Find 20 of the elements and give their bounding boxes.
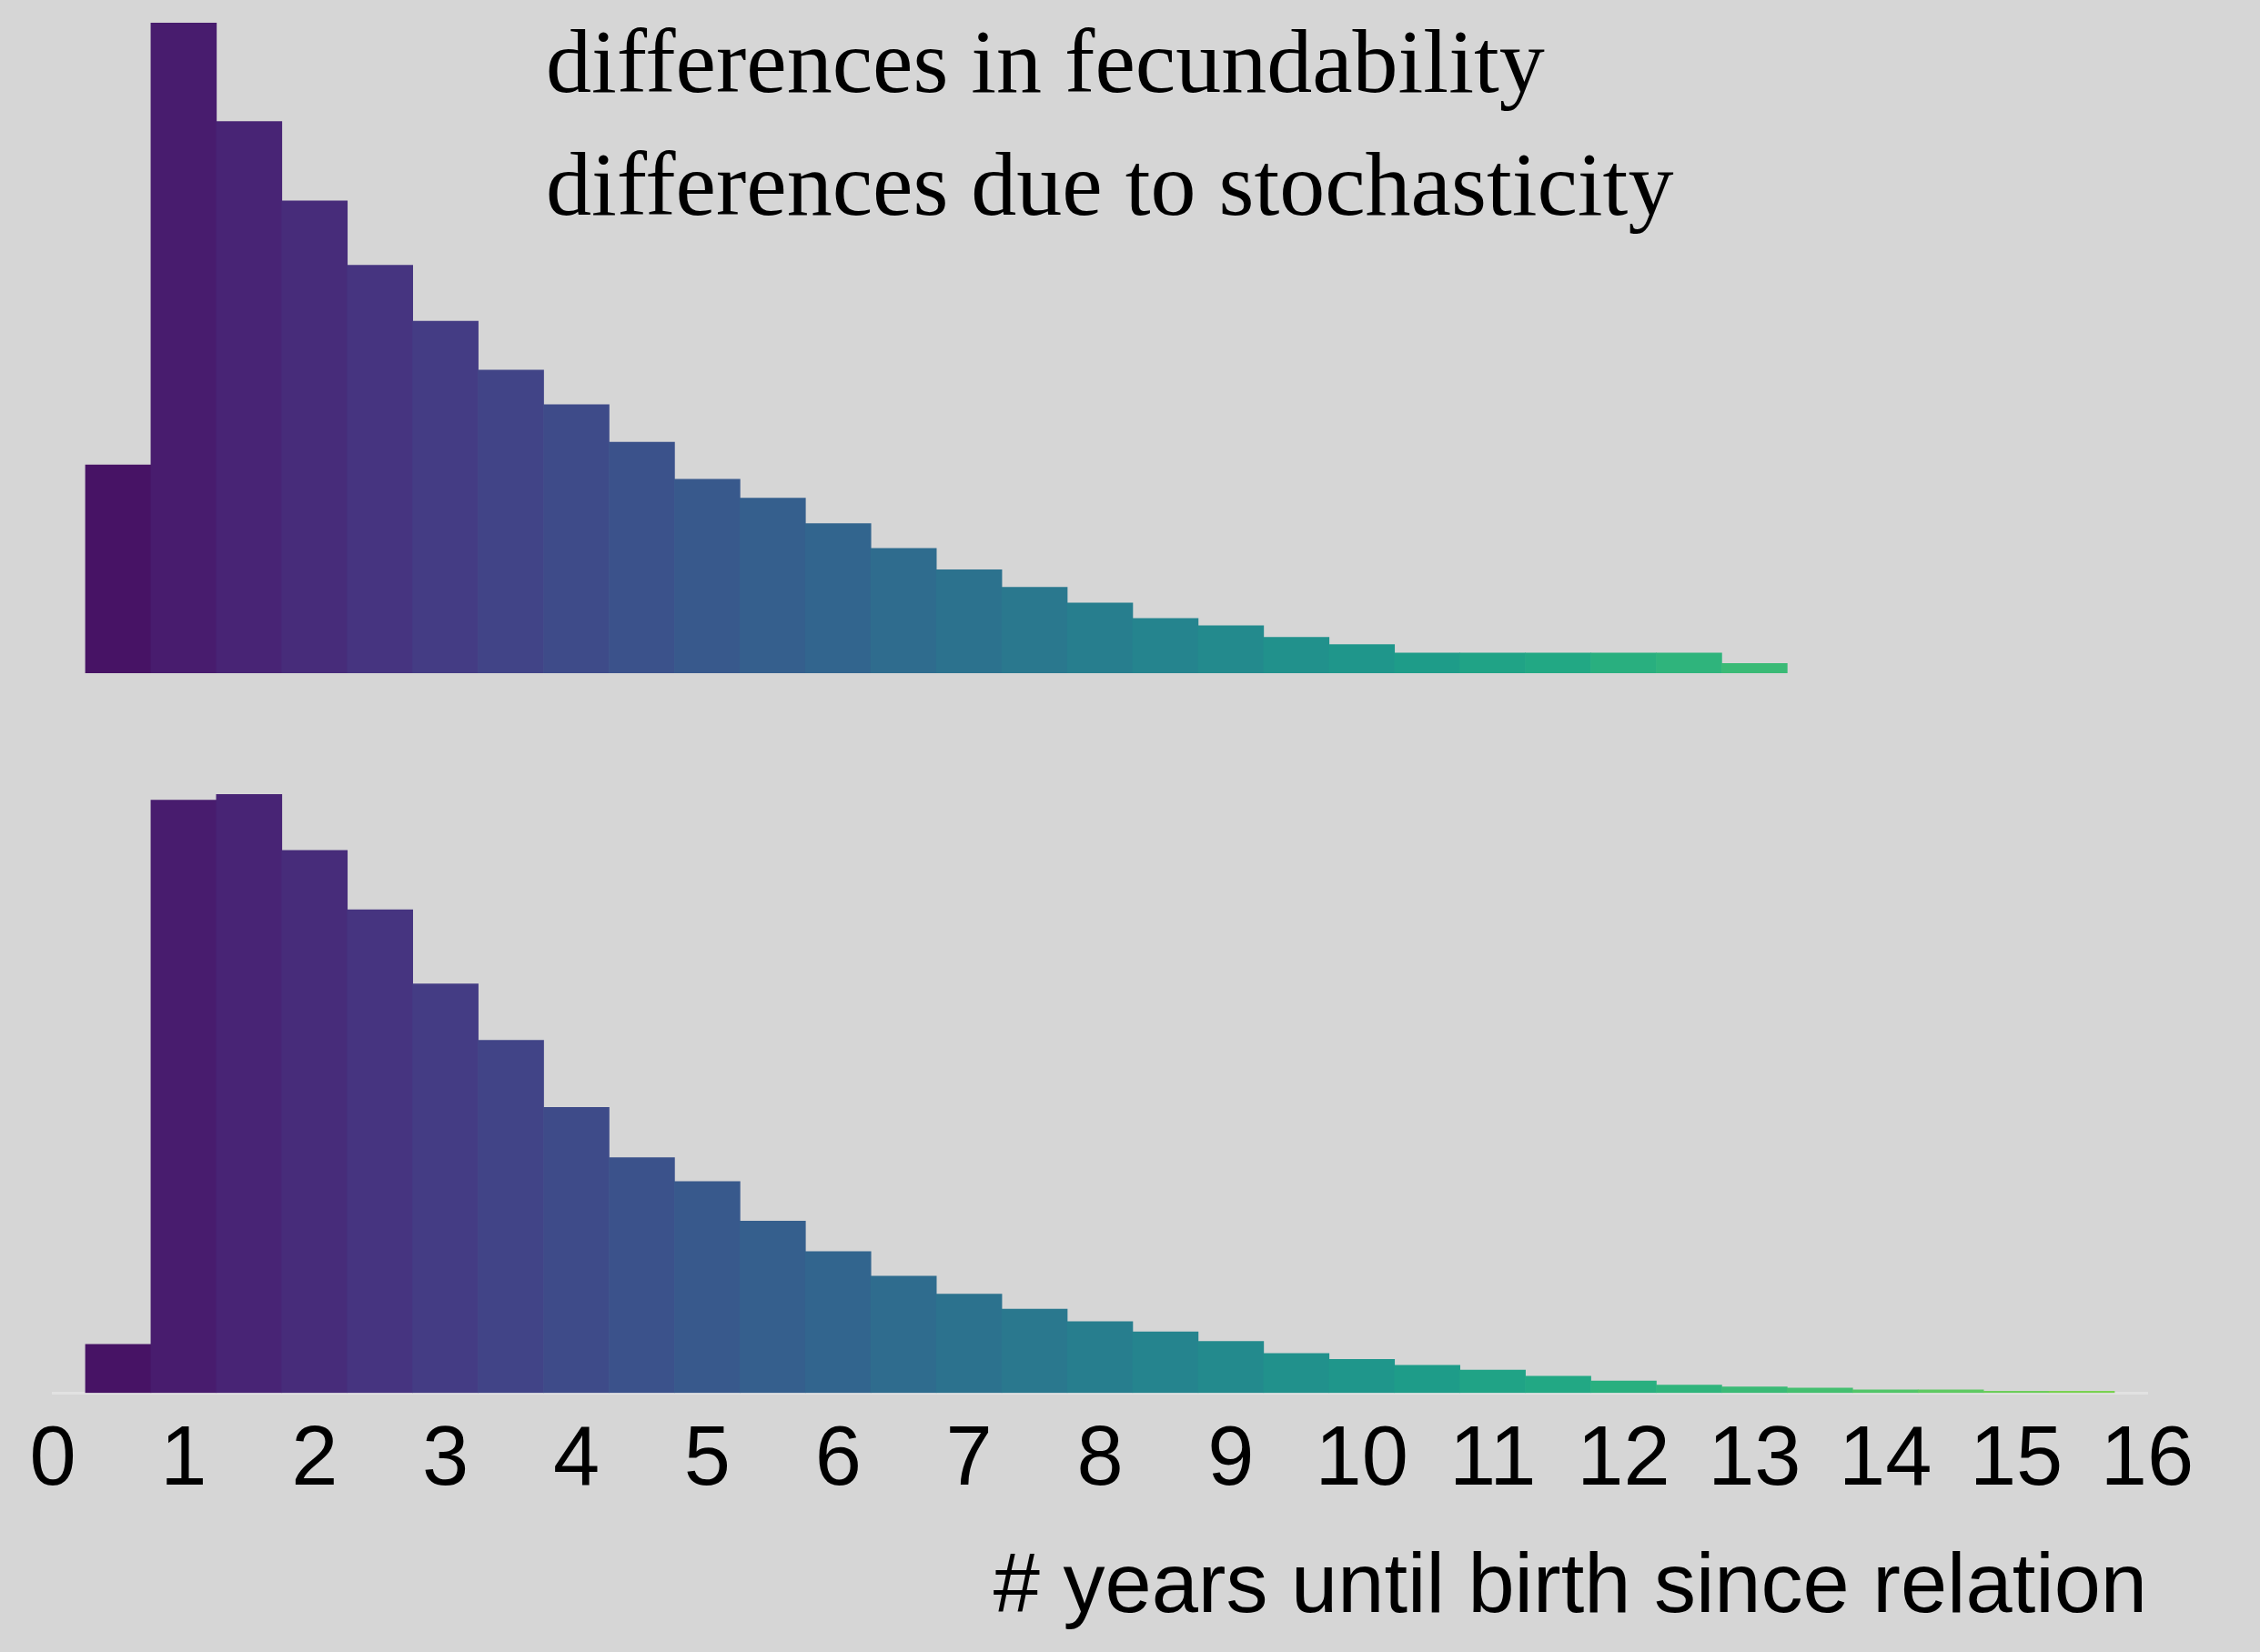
x-tick-label: 10 <box>1315 1408 1408 1502</box>
x-tick-label: 1 <box>160 1408 207 1502</box>
x-tick-label: 11 <box>1448 1408 1537 1502</box>
x-tick-label: 8 <box>1076 1408 1124 1502</box>
x-tick-label: 14 <box>1839 1408 1932 1502</box>
x-tick-label: 4 <box>552 1408 600 1502</box>
x-tick-label: 2 <box>291 1408 338 1502</box>
x-tick-label: 3 <box>422 1408 469 1502</box>
x-tick-label: 12 <box>1577 1408 1670 1502</box>
x-tick-label: 6 <box>814 1408 862 1502</box>
x-tick-label: 9 <box>1207 1408 1255 1502</box>
x-tick-label: 16 <box>2100 1408 2194 1502</box>
x-tick-label: 13 <box>1708 1408 1801 1502</box>
x-tick-label: 15 <box>1969 1408 2063 1502</box>
x-tick-label: 5 <box>683 1408 731 1502</box>
x-tick-label: 7 <box>945 1408 993 1502</box>
x-axis-title: # years until birth since relation <box>993 1536 2147 1630</box>
x-tick-label: 0 <box>29 1408 76 1502</box>
annotation: differences in fecundability <box>546 10 1545 114</box>
annotation: differences due to stochasticity <box>546 133 1674 237</box>
